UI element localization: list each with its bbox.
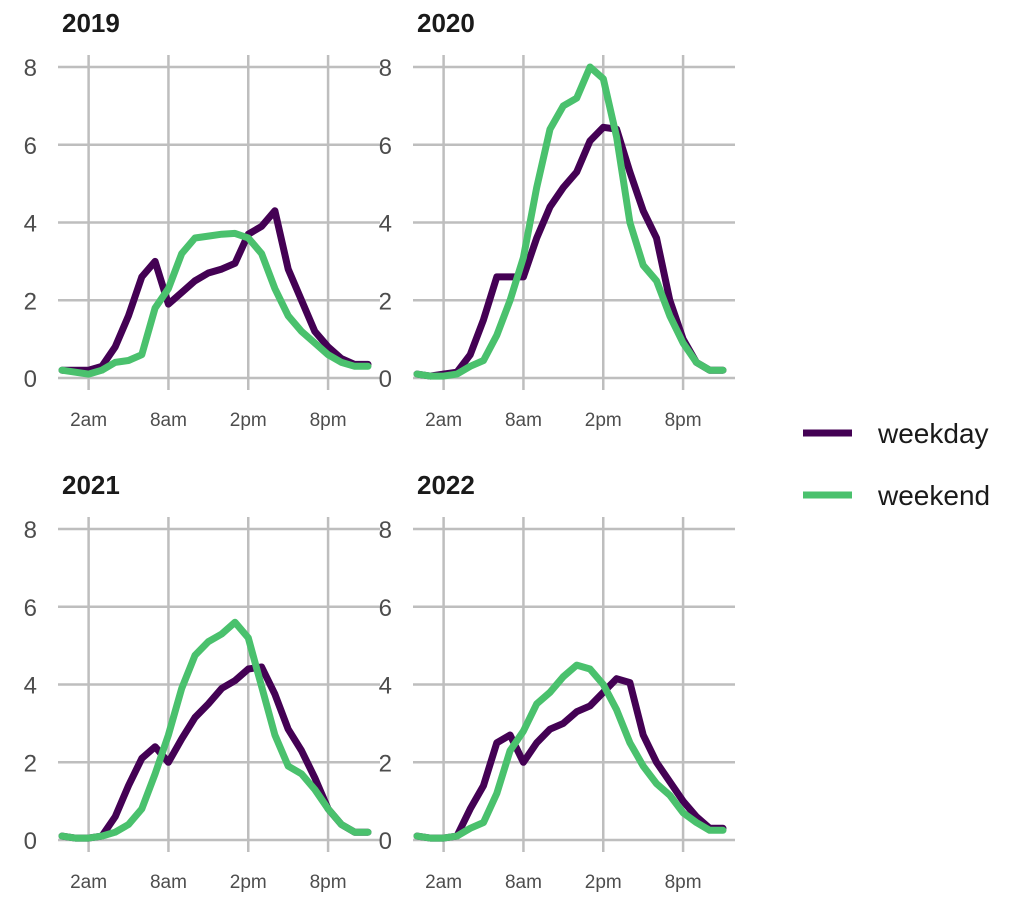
series-lines xyxy=(58,618,372,842)
panel-2020: 2020 0 2 4 6 8 2am 8am 2pm 8pm xyxy=(379,8,735,431)
x-tick-label: 8am xyxy=(505,872,542,893)
panel-title: 2021 xyxy=(62,470,120,500)
x-tick-label: 8am xyxy=(150,872,187,893)
legend-label-weekend: weekend xyxy=(877,480,990,511)
y-tick-label: 6 xyxy=(24,595,37,622)
y-tick-label: 6 xyxy=(379,133,392,160)
panel-2019: 2019 0 2 4 6 8 2am 8am 2pm 8pm xyxy=(24,8,380,431)
y-tick-label: 2 xyxy=(24,750,37,777)
x-tick-label: 2am xyxy=(70,872,107,893)
x-tick-label: 2pm xyxy=(585,410,622,431)
axis-ticks: 0 2 4 6 8 2am 8am 2pm 8pm xyxy=(24,517,347,893)
gridlines xyxy=(413,55,735,390)
series-line-weekday xyxy=(413,675,727,842)
y-tick-label: 0 xyxy=(24,828,37,855)
x-tick-label: 2am xyxy=(70,410,107,431)
legend: weekday weekend xyxy=(803,418,990,511)
y-tick-label: 8 xyxy=(379,517,392,544)
legend-label-weekday: weekday xyxy=(877,418,989,449)
series-line-weekend xyxy=(58,618,372,842)
panel-2022: 2022 0 2 4 6 8 2am 8am 2pm 8pm xyxy=(379,470,735,893)
x-tick-label: 2pm xyxy=(585,872,622,893)
y-tick-label: 4 xyxy=(24,211,37,238)
panel-2021: 2021 0 2 4 6 8 2am 8am 2pm 8pm xyxy=(24,470,380,893)
axis-ticks: 0 2 4 6 8 2am 8am 2pm 8pm xyxy=(379,55,702,431)
x-tick-label: 2am xyxy=(425,410,462,431)
series-lines xyxy=(413,63,727,380)
y-tick-label: 2 xyxy=(379,288,392,315)
y-tick-label: 0 xyxy=(379,366,392,393)
x-tick-label: 8pm xyxy=(665,872,702,893)
y-tick-label: 4 xyxy=(379,673,392,700)
y-tick-label: 2 xyxy=(24,288,37,315)
series-line-weekend xyxy=(413,661,727,842)
x-tick-label: 2pm xyxy=(230,410,267,431)
gridlines xyxy=(58,517,380,852)
legend-item-weekday: weekday xyxy=(803,418,989,449)
y-tick-label: 4 xyxy=(24,673,37,700)
x-tick-label: 2am xyxy=(425,872,462,893)
y-tick-label: 6 xyxy=(379,595,392,622)
series-line-weekend xyxy=(58,229,372,378)
x-tick-label: 8pm xyxy=(310,410,347,431)
y-tick-label: 4 xyxy=(379,211,392,238)
x-tick-label: 2pm xyxy=(230,872,267,893)
series-lines xyxy=(58,207,372,378)
x-tick-label: 8pm xyxy=(310,872,347,893)
axis-ticks: 0 2 4 6 8 2am 8am 2pm 8pm xyxy=(379,517,702,893)
legend-item-weekend: weekend xyxy=(803,480,990,511)
series-line-weekday xyxy=(58,207,372,374)
gridlines xyxy=(58,55,380,390)
series-lines xyxy=(413,661,727,842)
series-line-weekend xyxy=(413,63,727,380)
y-tick-label: 0 xyxy=(24,366,37,393)
y-tick-label: 8 xyxy=(379,55,392,82)
y-tick-label: 6 xyxy=(24,133,37,160)
series-line-weekday xyxy=(413,123,727,380)
y-tick-label: 8 xyxy=(24,55,37,82)
panel-title: 2019 xyxy=(62,8,120,38)
x-tick-label: 8pm xyxy=(665,410,702,431)
panel-title: 2022 xyxy=(417,470,475,500)
y-tick-label: 2 xyxy=(379,750,392,777)
y-tick-label: 8 xyxy=(24,517,37,544)
x-tick-label: 8am xyxy=(505,410,542,431)
axis-ticks: 0 2 4 6 8 2am 8am 2pm 8pm xyxy=(24,55,347,431)
series-line-weekday xyxy=(58,663,372,842)
panel-title: 2020 xyxy=(417,8,475,38)
y-tick-label: 0 xyxy=(379,828,392,855)
x-tick-label: 8am xyxy=(150,410,187,431)
